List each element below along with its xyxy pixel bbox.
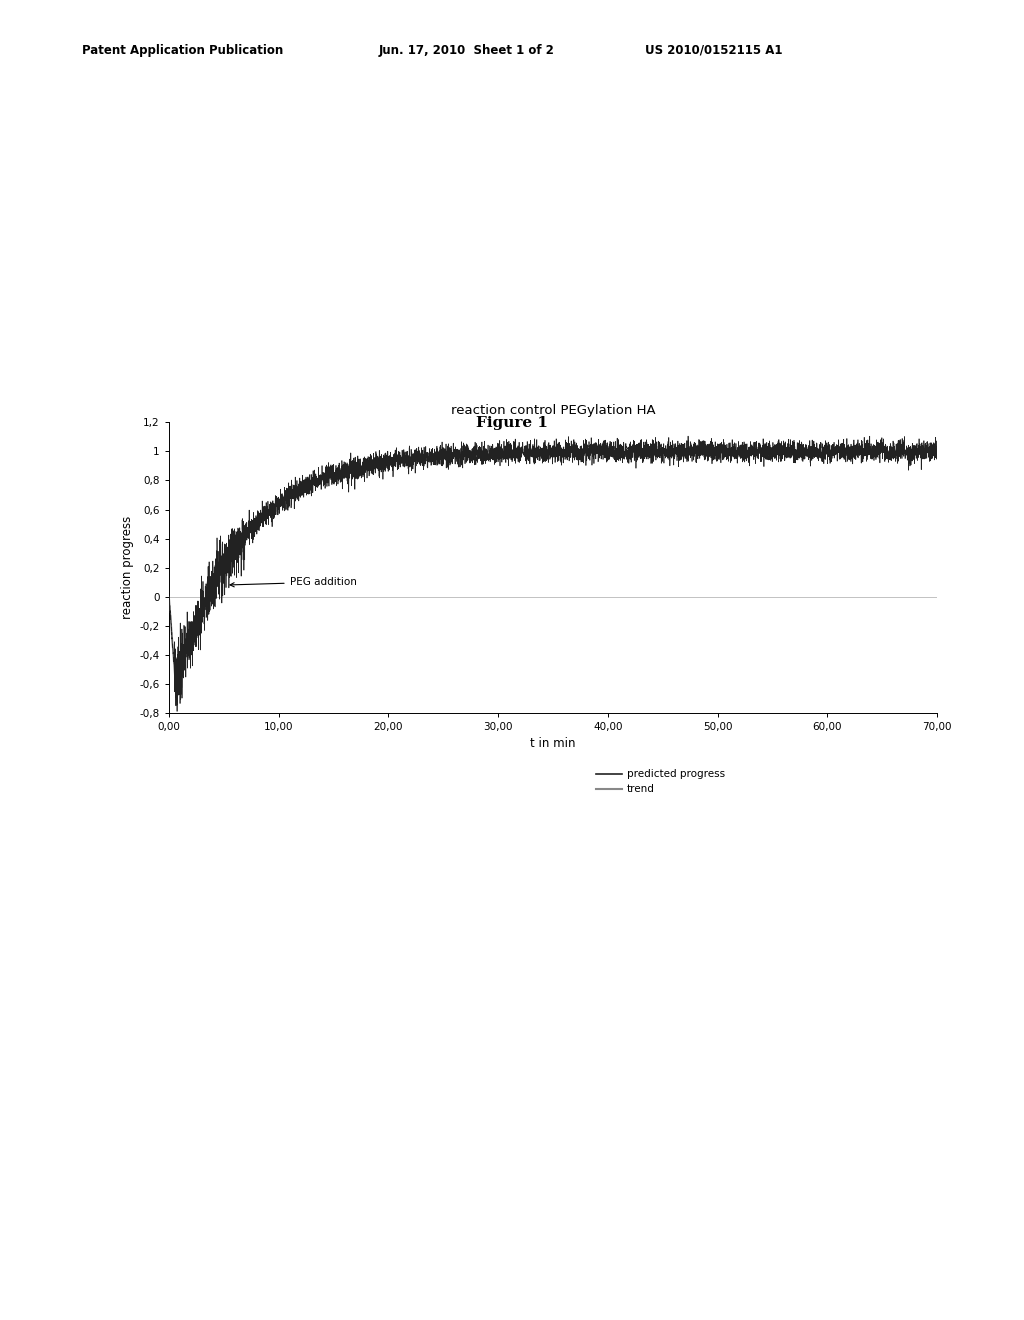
Text: Patent Application Publication: Patent Application Publication — [82, 44, 284, 57]
Text: PEG addition: PEG addition — [230, 577, 356, 587]
Text: Figure 1: Figure 1 — [476, 416, 548, 430]
Title: reaction control PEGylation HA: reaction control PEGylation HA — [451, 404, 655, 417]
Text: Jun. 17, 2010  Sheet 1 of 2: Jun. 17, 2010 Sheet 1 of 2 — [379, 44, 555, 57]
Text: US 2010/0152115 A1: US 2010/0152115 A1 — [645, 44, 782, 57]
Legend: predicted progress, trend: predicted progress, trend — [592, 766, 729, 799]
X-axis label: t in min: t in min — [530, 738, 575, 750]
Y-axis label: reaction progress: reaction progress — [121, 516, 134, 619]
